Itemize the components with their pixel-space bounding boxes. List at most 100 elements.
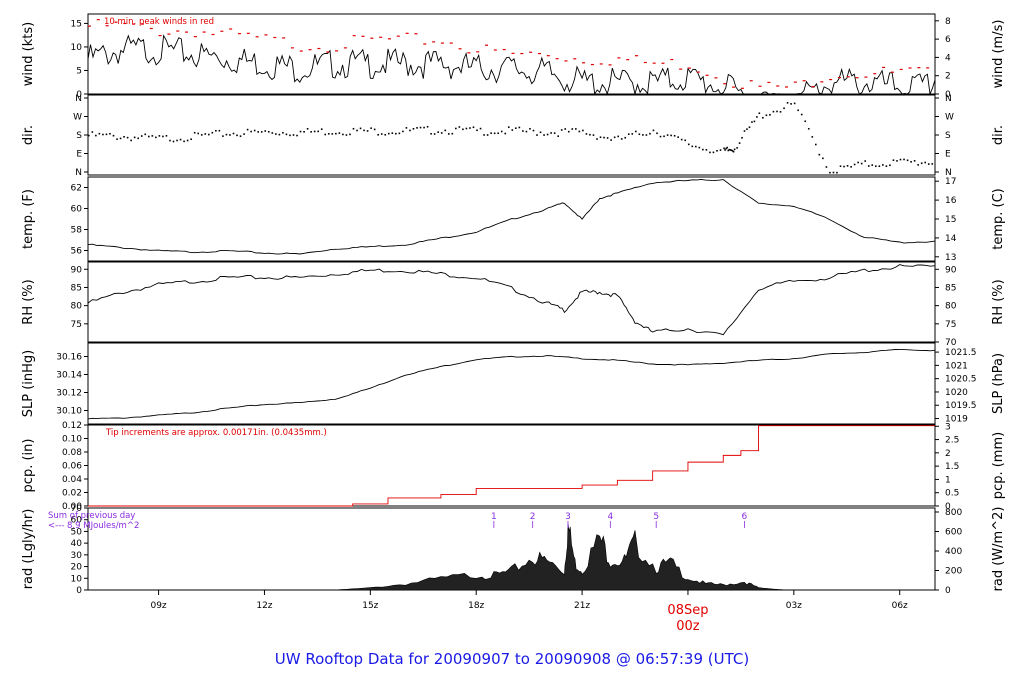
- wind-peak-mark: [485, 44, 489, 46]
- wind-peak-mark: [105, 25, 109, 27]
- y-tick-label-right-temp: 16: [945, 196, 957, 206]
- wind-peak-mark: [652, 62, 656, 64]
- dir-point: [825, 166, 828, 168]
- dir-point: [758, 112, 761, 115]
- y-tick-label-wind: 10: [71, 43, 83, 53]
- dir-point: [88, 134, 90, 137]
- dir-point: [250, 130, 252, 133]
- wind-peak-mark: [405, 32, 409, 34]
- dir-point: [522, 130, 524, 132]
- wind-peak-mark: [776, 85, 780, 87]
- wind-peak-mark: [617, 57, 621, 59]
- wind-peak-mark: [599, 63, 603, 65]
- dir-point: [405, 127, 408, 129]
- y-label-slp: SLP (inHg): [21, 350, 36, 418]
- wind-peak-mark: [705, 74, 709, 76]
- dir-point: [539, 131, 542, 134]
- dir-point: [746, 128, 748, 130]
- dir-point: [257, 131, 259, 133]
- dir-point: [719, 149, 722, 151]
- dir-point: [359, 127, 362, 130]
- dir-point: [892, 159, 895, 161]
- dir-point: [913, 160, 916, 162]
- x-tick-label: 15z: [362, 601, 378, 611]
- dir-point: [447, 133, 450, 135]
- dir-point: [215, 129, 217, 132]
- dir-point: [507, 126, 510, 128]
- dir-point: [585, 133, 588, 135]
- dir-point: [486, 134, 489, 136]
- dir-point: [176, 139, 178, 142]
- dir-point: [617, 135, 619, 138]
- wind-peak-mark: [890, 71, 894, 73]
- dir-point: [469, 127, 471, 129]
- wind-peak-mark: [370, 37, 374, 39]
- wind-peak-mark: [696, 71, 700, 73]
- y-tick-label-right-slp: 1021: [945, 361, 968, 371]
- x-tick-label: 12z: [256, 601, 272, 611]
- dir-point: [631, 133, 634, 135]
- dir-point: [112, 134, 115, 137]
- dir-point: [144, 133, 147, 136]
- dir-point: [342, 133, 344, 136]
- dir-point: [652, 129, 655, 132]
- dir-point: [239, 135, 242, 137]
- y-tick-label-wind: 0: [76, 90, 82, 100]
- wind-peak-mark: [96, 19, 100, 21]
- dir-point: [500, 130, 503, 133]
- wind-peak-mark: [502, 48, 506, 51]
- dir-point: [822, 157, 824, 160]
- dir-point: [162, 135, 164, 138]
- y-label-dir: dir.: [21, 125, 36, 145]
- rad-marker-5: 5: [653, 512, 659, 522]
- dir-point: [843, 165, 845, 168]
- dir-point: [345, 134, 348, 136]
- dir-point: [610, 139, 612, 141]
- dir-point: [289, 134, 291, 137]
- wind-peak-mark: [220, 30, 224, 32]
- dir-point: [582, 129, 584, 132]
- wind-peak-mark: [608, 64, 612, 66]
- y-tick-label-temp: 62: [71, 184, 82, 194]
- dir-point: [232, 132, 235, 135]
- dir-point: [839, 165, 842, 167]
- y-tick-label-right-temp: 13: [945, 253, 956, 263]
- wind-peak-mark: [732, 86, 736, 88]
- dir-point: [736, 147, 738, 149]
- date-label-day: 08Sep: [667, 603, 708, 618]
- dir-point: [673, 134, 676, 137]
- dir-point: [296, 134, 298, 137]
- wind-peak-mark: [299, 50, 303, 52]
- y-tick-label-rad: 70: [71, 504, 83, 514]
- dir-point: [490, 132, 492, 134]
- footer-title: UW Rooftop Data for 20090907 to 20090908…: [274, 650, 750, 668]
- dir-point: [246, 128, 249, 131]
- wind-peak-mark: [343, 47, 347, 49]
- dir-point: [564, 128, 567, 130]
- y-label-wind: wind (kts): [21, 22, 36, 86]
- annotation-pcp: Tip increments are approx. 0.00171in. (0…: [105, 428, 327, 438]
- dir-point: [172, 140, 175, 143]
- dir-point: [571, 128, 574, 130]
- dir-point: [716, 149, 718, 152]
- wind-peak-mark: [837, 76, 841, 79]
- dir-point: [613, 136, 616, 139]
- dir-point: [440, 132, 443, 134]
- y-tick-label-temp: 60: [71, 205, 83, 215]
- wind-peak-mark: [432, 41, 436, 43]
- dir-point: [299, 130, 302, 133]
- rad-marker-4: 4: [607, 512, 613, 522]
- dir-point: [695, 145, 697, 148]
- dir-point: [603, 136, 605, 139]
- y-label-right-rh: RH (%): [991, 279, 1006, 324]
- dir-point: [727, 149, 730, 152]
- y-tick-label-slp: 30.14: [56, 371, 82, 381]
- dir-point: [151, 135, 154, 137]
- dir-point: [352, 127, 355, 130]
- dir-point: [165, 135, 168, 137]
- y-tick-label-right-pcp: 0.5: [945, 489, 959, 499]
- wind-peak-mark: [864, 76, 868, 78]
- wind-peak-mark: [202, 31, 206, 33]
- wind-peak-mark: [785, 86, 789, 88]
